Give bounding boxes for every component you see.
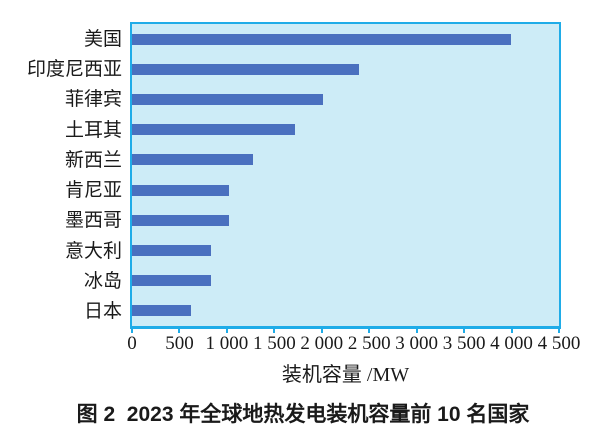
bar-row: [132, 115, 559, 145]
x-tick-mark: [273, 327, 276, 333]
x-tick-mark: [225, 327, 228, 333]
bar-4: [132, 154, 254, 166]
bar-7: [132, 245, 211, 257]
category-label-1: 印度尼西亚: [26, 58, 122, 80]
x-tick-label: 4 000: [490, 333, 533, 354]
category-label-6: 墨西哥: [64, 210, 122, 232]
bar-2: [132, 94, 323, 105]
x-tick-label: 3 000: [395, 333, 439, 354]
category-label-5: 肯尼亚: [64, 180, 122, 202]
x-tick-label: 2 000: [300, 333, 344, 354]
plot-area: [130, 22, 561, 329]
x-tick-label: 3 500: [442, 333, 486, 354]
bar-row: [132, 145, 559, 175]
x-tick-mark: [463, 327, 466, 333]
bar-row: [132, 84, 559, 114]
x-tick-mark: [178, 327, 181, 333]
bar-1: [132, 63, 360, 75]
x-tick-label: 500: [165, 333, 194, 354]
x-axis-title: 装机容量 /MW: [281, 364, 410, 386]
bar-5: [132, 184, 230, 196]
x-tick-mark: [131, 327, 133, 333]
category-label-2: 菲律宾: [64, 89, 122, 111]
bar-row: [132, 54, 559, 84]
x-tick-label: 4 500: [537, 333, 581, 354]
x-tick-label: 2 500: [347, 333, 391, 354]
category-label-8: 冰岛: [83, 271, 122, 293]
bar-0: [132, 33, 511, 45]
bar-row: [132, 296, 559, 326]
x-axis-ticks: [131, 327, 560, 333]
x-tick-mark: [368, 327, 371, 333]
bar-3: [132, 124, 295, 136]
bar-row: [132, 266, 559, 296]
bar-row: [132, 175, 559, 205]
bar-6: [132, 214, 229, 226]
bar-8: [132, 275, 211, 287]
category-label-0: 美国: [83, 28, 122, 50]
x-tick-label: 1 500: [252, 333, 296, 354]
x-axis-tick-labels: 0 500 1 000 1 500 2 000 2 500 3 000 3 500 4 000 4…: [127, 333, 580, 355]
bar-row: [132, 235, 559, 265]
x-tick-mark: [415, 327, 418, 333]
x-tick-label: 1 000: [205, 333, 249, 354]
category-label-7: 意大利: [64, 240, 122, 262]
bar-row: [132, 205, 559, 235]
bar-row: [132, 24, 559, 54]
y-axis-labels: 美国印度尼西亚菲律宾土耳其新西兰肯尼亚墨西哥意大利冰岛日本: [0, 24, 122, 327]
x-tick-mark: [558, 327, 560, 333]
category-label-4: 新西兰: [64, 149, 122, 171]
figure-caption: 图 2 2023 年全球地热发电装机容量前 10 名国家: [76, 403, 530, 426]
bar-9: [132, 305, 192, 317]
category-label-9: 日本: [83, 301, 122, 323]
x-tick-label: 0: [127, 333, 137, 354]
category-label-3: 土耳其: [64, 119, 122, 141]
x-tick-mark: [320, 327, 323, 333]
x-tick-mark: [510, 327, 513, 333]
